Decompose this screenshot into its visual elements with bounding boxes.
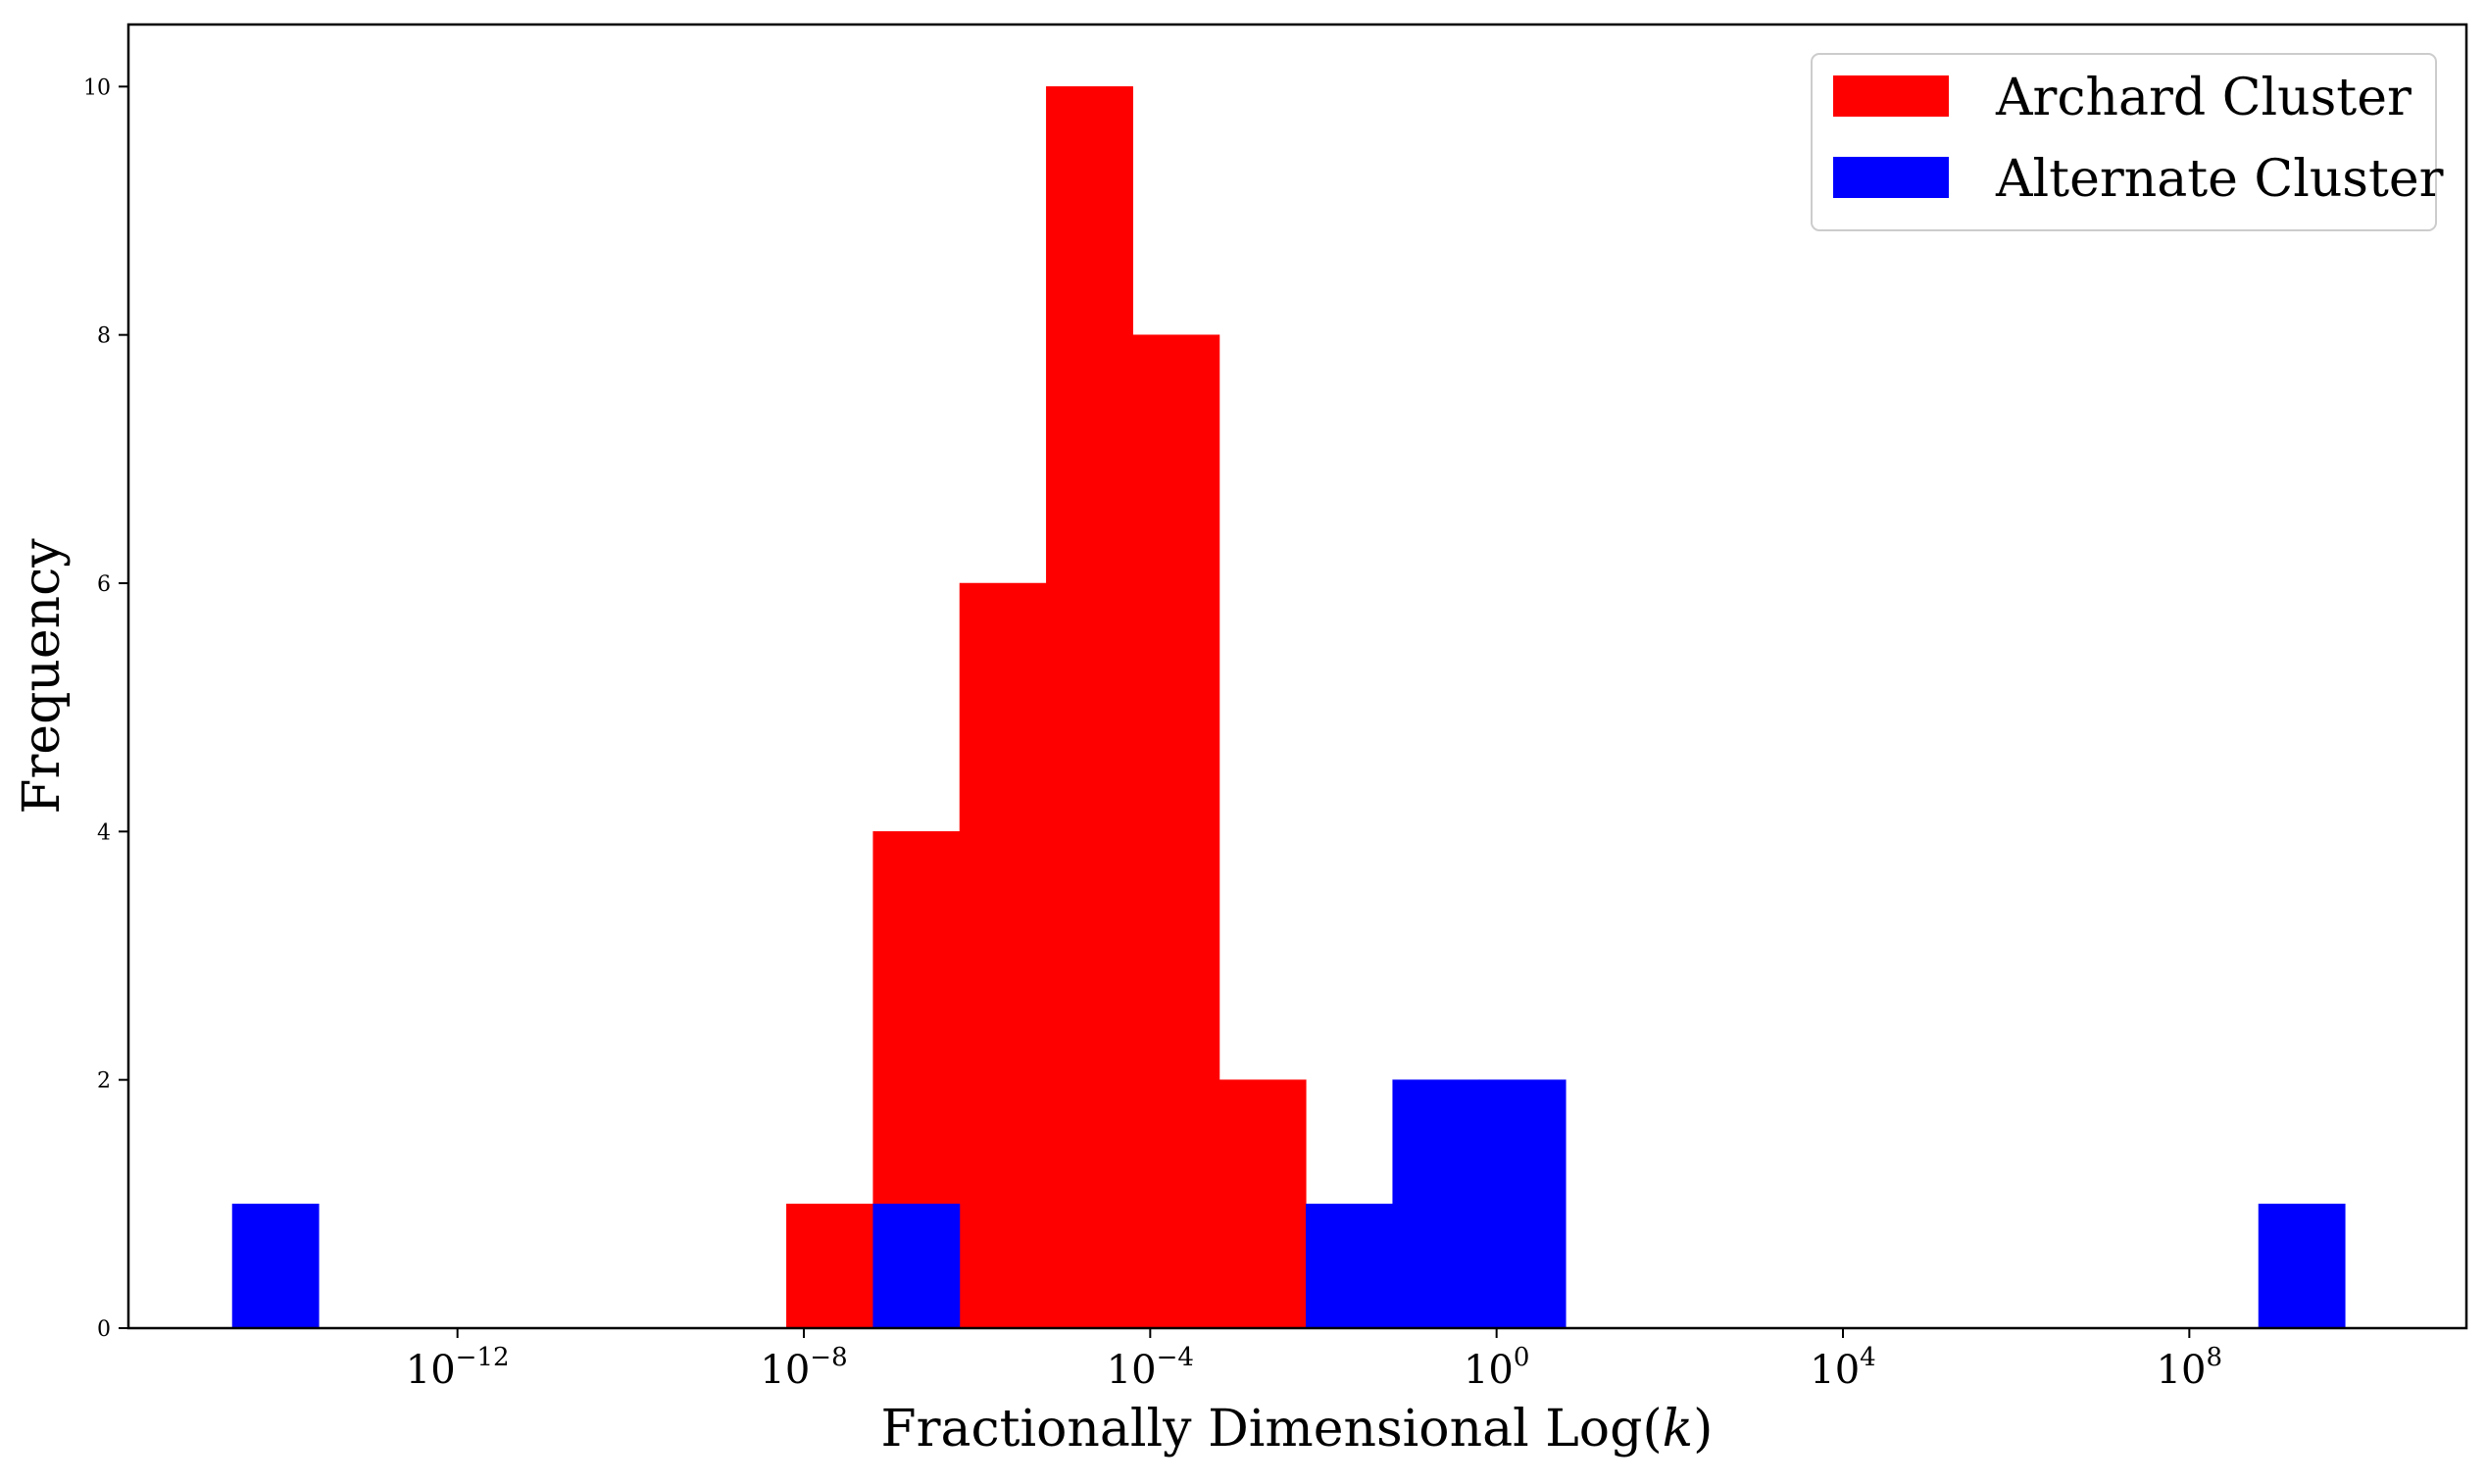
legend-swatch-alternate bbox=[1833, 157, 1949, 198]
bar-alternate-2 bbox=[1306, 1204, 1393, 1329]
x-axis-label: Fractionally Dimensional Log(k) bbox=[881, 1400, 1714, 1459]
x-axis: 10−12 10−8 10−4 100 104 108 bbox=[406, 1328, 2222, 1393]
y-tick-label: 0 bbox=[97, 1317, 111, 1342]
bar-alternate-4 bbox=[1478, 1079, 1567, 1329]
legend-swatch-archard bbox=[1833, 75, 1949, 117]
y-axis: 0 2 4 6 8 10 bbox=[83, 75, 128, 1342]
bar-alternate-5 bbox=[2258, 1204, 2346, 1329]
bar-alternate-0 bbox=[231, 1204, 320, 1329]
x-tick-label: 10−4 bbox=[1107, 1343, 1194, 1393]
y-tick-label: 6 bbox=[97, 572, 111, 597]
y-tick-label: 4 bbox=[97, 820, 111, 845]
y-tick-label: 10 bbox=[83, 75, 111, 100]
bar-archard-4 bbox=[1132, 334, 1220, 1329]
bar-archard-3 bbox=[1046, 86, 1133, 1329]
x-tick-label: 104 bbox=[1810, 1343, 1875, 1393]
x-tick-label: 100 bbox=[1464, 1343, 1529, 1393]
bars-group bbox=[231, 86, 2346, 1329]
bar-archard-2 bbox=[959, 582, 1047, 1329]
x-tick-label: 10−12 bbox=[406, 1343, 510, 1393]
bar-alternate-3 bbox=[1392, 1079, 1480, 1329]
y-tick-label: 2 bbox=[97, 1069, 111, 1094]
x-tick-label: 10−8 bbox=[760, 1343, 847, 1393]
y-tick-label: 8 bbox=[97, 324, 111, 349]
x-tick-label: 108 bbox=[2157, 1343, 2222, 1393]
legend-box bbox=[1811, 53, 2437, 231]
y-axis-label: Frequency bbox=[13, 538, 72, 815]
bar-alternate-1 bbox=[872, 1204, 961, 1329]
legend-label-alternate: Alternate Cluster bbox=[1995, 150, 2444, 209]
legend: Archard Cluster Alternate Cluster bbox=[1811, 53, 2444, 231]
bar-archard-5 bbox=[1219, 1079, 1307, 1329]
plot-frame bbox=[126, 23, 2468, 1330]
bar-archard-0 bbox=[786, 1204, 873, 1329]
legend-label-archard: Archard Cluster bbox=[1995, 69, 2412, 127]
